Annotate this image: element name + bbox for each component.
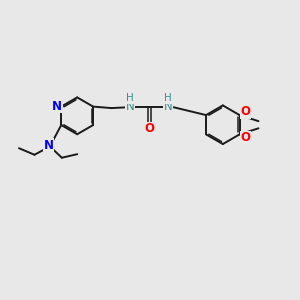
Text: N: N — [126, 100, 134, 113]
Text: H: H — [164, 93, 172, 103]
Text: O: O — [241, 131, 250, 145]
Text: N: N — [52, 100, 62, 113]
Text: O: O — [144, 122, 154, 135]
Text: N: N — [44, 139, 54, 152]
Text: O: O — [241, 105, 250, 118]
Text: H: H — [126, 93, 134, 103]
Text: N: N — [164, 100, 172, 113]
